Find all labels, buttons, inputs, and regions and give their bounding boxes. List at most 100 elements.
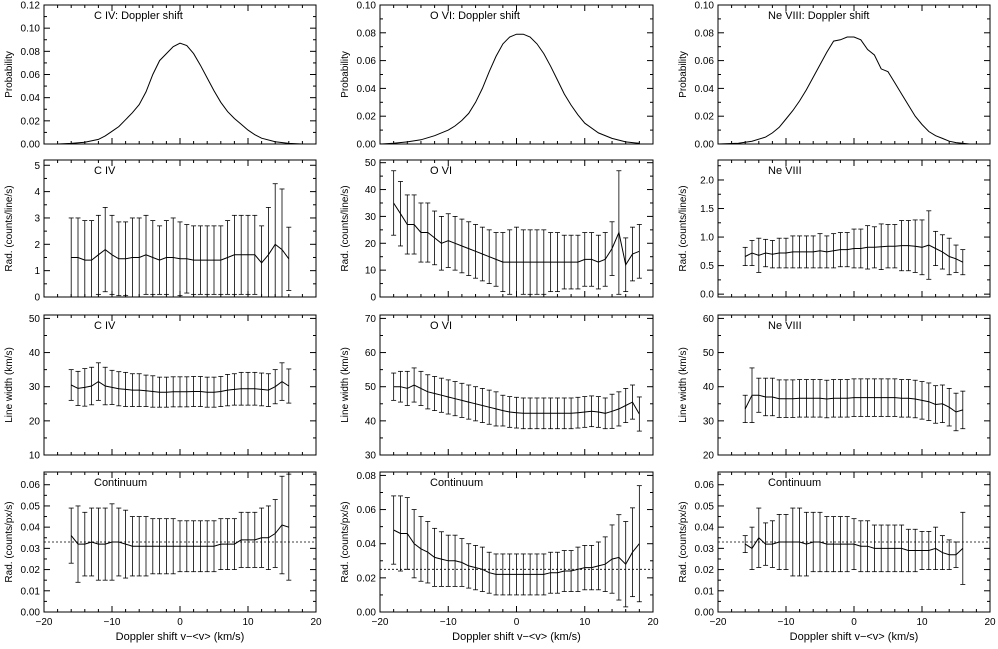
y-tick-label: 70 bbox=[365, 314, 377, 325]
y-tick-label: 20 bbox=[703, 451, 715, 462]
series-line bbox=[44, 42, 303, 145]
y-axis-label: Rad. (counts/px/s) bbox=[340, 501, 351, 582]
y-tick-label: 20 bbox=[29, 416, 41, 427]
y-tick-label: 0.5 bbox=[700, 261, 714, 272]
y-tick-label: 0.06 bbox=[695, 480, 715, 491]
y-tick-label: 1.5 bbox=[700, 204, 714, 215]
x-tick-label: 20 bbox=[984, 617, 996, 628]
panel-title: O VI: Doppler shift bbox=[430, 10, 520, 22]
y-tick-label: 60 bbox=[365, 348, 377, 359]
x-axis-label: Doppler shift v−<v> (km/s) bbox=[790, 631, 919, 643]
y-tick-label: 40 bbox=[703, 382, 715, 393]
x-tick-label: −20 bbox=[372, 617, 389, 628]
panel-title: Continuum bbox=[768, 477, 821, 489]
y-axis-label: Line width (km/s) bbox=[4, 347, 15, 423]
y-tick-label: 0.00 bbox=[21, 608, 41, 619]
y-tick-label: 0.06 bbox=[21, 480, 41, 491]
y-axis-label: Rad. (counts/line/s) bbox=[678, 185, 689, 271]
y-tick-label: 0.04 bbox=[357, 539, 377, 550]
y-tick-label: 0.04 bbox=[695, 523, 715, 534]
y-axis-label: Rad. (counts/line/s) bbox=[4, 185, 15, 271]
y-tick-label: 0.05 bbox=[21, 501, 41, 512]
series-line bbox=[379, 33, 640, 145]
y-tick-label: 0.02 bbox=[21, 116, 41, 127]
y-tick-label: 40 bbox=[365, 416, 377, 427]
panel-width-ovi: 30 40 50 60 70 Line width (km/s) O VI bbox=[340, 314, 654, 462]
panel-title: Ne VIII bbox=[768, 320, 802, 332]
y-tick-label: 0.00 bbox=[695, 608, 715, 619]
y-tick-label: 5 bbox=[34, 161, 40, 172]
panel-title: Ne VIII bbox=[768, 165, 802, 177]
series-line bbox=[393, 202, 640, 267]
panel-width-civ: 10 20 30 40 50 Line width (km/s) C IV bbox=[4, 314, 317, 462]
x-tick-label: −20 bbox=[710, 617, 727, 628]
x-axis-label: Doppler shift v−<v> (km/s) bbox=[452, 631, 581, 643]
y-axis-label: Rad. (counts/px/s) bbox=[4, 501, 15, 582]
y-tick-label: 20 bbox=[365, 239, 377, 250]
panel-title: C IV bbox=[94, 320, 116, 332]
y-tick-label: 0.00 bbox=[695, 140, 715, 151]
y-tick-label: 0.00 bbox=[21, 140, 41, 151]
y-tick-label: 0.10 bbox=[21, 24, 41, 35]
plot-frame bbox=[43, 4, 317, 145]
x-tick-label: −10 bbox=[778, 617, 795, 628]
plot-frame bbox=[379, 4, 654, 145]
y-tick-label: 0 bbox=[370, 293, 376, 304]
x-tick-label: −10 bbox=[104, 617, 121, 628]
panel-title: O VI bbox=[430, 165, 452, 177]
y-axis-label: Probability bbox=[4, 51, 15, 98]
y-tick-label: 0.08 bbox=[357, 28, 377, 39]
x-tick-label: 0 bbox=[514, 617, 520, 628]
panel-prob-ovi: 0.00 0.02 0.04 0.06 0.08 0.10 Probability O VI:… bbox=[340, 1, 654, 151]
y-tick-label: 0.00 bbox=[357, 608, 377, 619]
y-tick-label: 0.06 bbox=[695, 56, 715, 67]
panel-title: C IV: Doppler shift bbox=[94, 10, 183, 22]
panel-cont-civ: −20 −10 0 10 20 0.00 0.01 0.02 0.03 0.04 0.05 0.06 R… bbox=[4, 471, 322, 643]
y-tick-label: 30 bbox=[365, 212, 377, 223]
y-tick-label: 1 bbox=[34, 266, 40, 277]
y-tick-label: 0.02 bbox=[357, 573, 377, 584]
y-axis-label: Probability bbox=[340, 51, 351, 98]
y-axis-label: Line width (km/s) bbox=[340, 347, 351, 423]
y-tick-label: 50 bbox=[29, 314, 41, 325]
y-tick-label: 4 bbox=[34, 187, 40, 198]
y-tick-label: 0.01 bbox=[21, 586, 41, 597]
y-tick-label: 0.08 bbox=[21, 47, 41, 58]
y-tick-label: 2 bbox=[34, 240, 40, 251]
y-tick-label: 10 bbox=[29, 451, 41, 462]
x-tick-label: −10 bbox=[440, 617, 457, 628]
series-line bbox=[70, 524, 289, 547]
y-tick-label: 0.02 bbox=[695, 112, 715, 123]
panel-cont-neviii: −20 −10 0 10 20 0.00 0.01 0.02 0.03 0.04 0.05 0.06 R… bbox=[678, 471, 996, 643]
y-tick-label: 10 bbox=[365, 266, 377, 277]
panel-prob-civ: 0.00 0.02 0.04 0.06 0.08 0.10 0.12 Probability C… bbox=[4, 1, 317, 151]
x-tick-label: 0 bbox=[177, 617, 183, 628]
y-tick-label: 0.03 bbox=[21, 544, 41, 555]
y-tick-label: 0.10 bbox=[695, 1, 715, 12]
y-tick-label: 0.06 bbox=[21, 70, 41, 81]
panel-rad-ovi: 0 10 20 30 40 50 Rad. (counts/line/s) O VI bbox=[340, 158, 654, 304]
y-tick-label: 0.10 bbox=[357, 1, 377, 12]
y-tick-label: 0.02 bbox=[21, 565, 41, 576]
y-tick-label: 0.04 bbox=[21, 523, 41, 534]
plot-frame bbox=[717, 159, 991, 298]
y-tick-label: 0.02 bbox=[695, 565, 715, 576]
y-tick-label: 0.06 bbox=[357, 56, 377, 67]
y-tick-label: 0.04 bbox=[357, 84, 377, 95]
series-line bbox=[393, 384, 640, 415]
x-tick-label: −20 bbox=[36, 617, 53, 628]
y-tick-label: 0.08 bbox=[695, 28, 715, 39]
x-tick-label: 20 bbox=[647, 617, 659, 628]
y-tick-label: 50 bbox=[703, 348, 715, 359]
x-tick-label: 20 bbox=[310, 617, 322, 628]
panel-title: O VI bbox=[430, 320, 452, 332]
y-axis-label: Line width (km/s) bbox=[678, 347, 689, 423]
series-line bbox=[744, 394, 963, 413]
series-line bbox=[71, 243, 290, 264]
x-tick-label: 10 bbox=[242, 617, 254, 628]
y-tick-label: 0.06 bbox=[357, 505, 377, 516]
y-tick-label: 0.04 bbox=[21, 93, 41, 104]
panel-width-neviii: 20 30 40 50 60 Line width (km/s) Ne VIII bbox=[678, 314, 991, 462]
y-tick-label: 50 bbox=[365, 158, 377, 169]
x-tick-label: 10 bbox=[579, 617, 591, 628]
